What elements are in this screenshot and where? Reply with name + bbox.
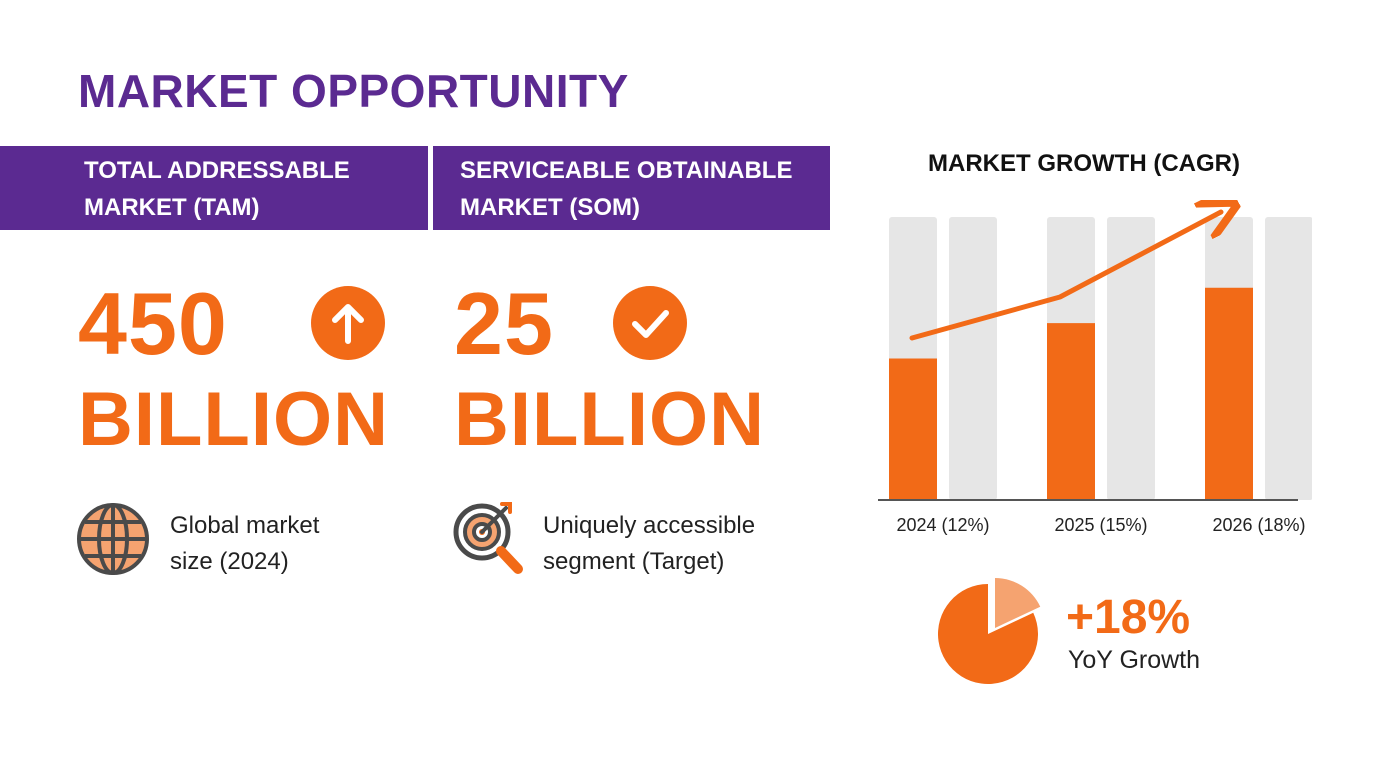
trend-arrow [909, 212, 1221, 341]
growth-label: YoY Growth [1068, 646, 1201, 674]
som-banner: SERVICEABLE OBTAINABLE MARKET (SOM) [433, 146, 830, 230]
som-description: Uniquely accessible segment (Target) [543, 508, 755, 580]
som-banner-line1: SERVICEABLE OBTAINABLE [460, 157, 793, 184]
x-tick-label: 2025 (15%) [1054, 515, 1147, 535]
market-growth-chart: 2024 (12%) 2025 (15%) 2026 (18%) [878, 200, 1312, 535]
growth-value: +18% [1066, 591, 1191, 644]
growth-pie-chart [938, 578, 1041, 684]
globe-icon [77, 503, 149, 575]
som-banner-line2: MARKET (SOM) [460, 194, 640, 221]
tam-desc-line1: Global market [170, 512, 320, 539]
tam-desc-line2: size (2024) [170, 548, 289, 575]
tam-unit: BILLION [78, 377, 389, 462]
som-unit: BILLION [454, 377, 765, 462]
som-value: 25 [454, 274, 554, 373]
bar-2 [1047, 323, 1095, 500]
bar-track [1265, 217, 1312, 500]
bar-track [1107, 217, 1155, 500]
tam-banner-line1: TOTAL ADDRESSABLE [84, 157, 350, 184]
checkmark-icon [613, 286, 687, 360]
chart-title: MARKET GROWTH (CAGR) [928, 150, 1240, 177]
target-search-icon [453, 502, 523, 574]
pie-highlight-slice [995, 578, 1041, 628]
page-title: MARKET OPPORTUNITY [78, 65, 629, 117]
som-desc-line1: Uniquely accessible [543, 512, 756, 539]
bar-1 [889, 358, 937, 500]
bar-track [949, 217, 997, 500]
bar-3 [1205, 287, 1253, 500]
x-tick-label: 2024 (12%) [896, 515, 989, 535]
x-tick-label: 2026 (18%) [1212, 515, 1305, 535]
tam-description: Global market size (2024) [170, 508, 319, 580]
tam-banner: TOTAL ADDRESSABLE MARKET (TAM) [0, 146, 428, 230]
pie-main-slice [938, 584, 1038, 684]
som-desc-line2: segment (Target) [543, 548, 725, 575]
arrow-up-icon [311, 286, 385, 360]
tam-banner-line2: MARKET (TAM) [84, 194, 260, 221]
tam-value: 450 [78, 274, 228, 373]
